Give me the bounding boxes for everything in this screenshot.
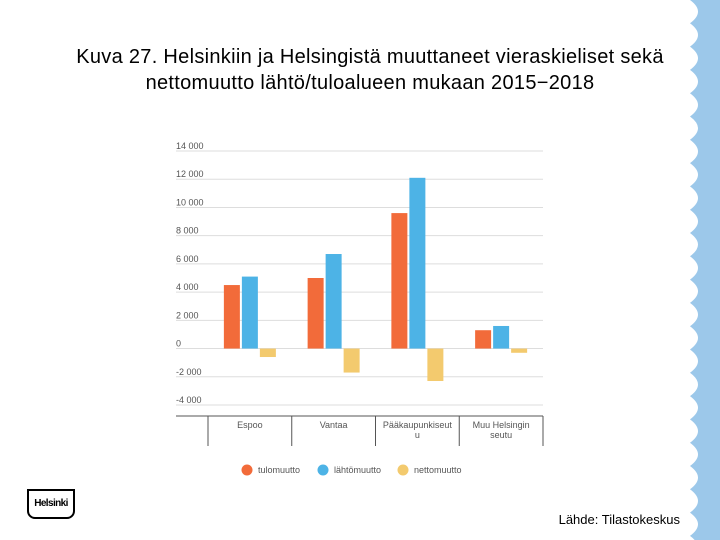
helsinki-logo: Helsinki xyxy=(27,489,75,519)
bar-nettomuutto xyxy=(259,348,276,358)
legend-swatch-nettomuutto xyxy=(397,464,409,476)
y-tick-label: -2 000 xyxy=(176,367,202,377)
slide-title: Kuva 27. Helsinkiin ja Helsingistä muutt… xyxy=(76,46,664,94)
source-note: Lähde: Tilastokeskus xyxy=(558,512,680,527)
y-tick-label: 6 000 xyxy=(176,254,199,264)
category-label: Pääkaupunkiseut xyxy=(383,420,453,430)
y-tick-label: 0 xyxy=(176,339,181,349)
y-tick-label: -4 000 xyxy=(176,395,202,405)
y-tick-label: 12 000 xyxy=(176,169,204,179)
legend-label-lähtömuutto: lähtömuutto xyxy=(334,465,381,475)
legend-label-tulomuutto: tulomuutto xyxy=(258,465,300,475)
bar-nettomuutto xyxy=(343,348,360,373)
bar-tulomuutto xyxy=(391,213,408,349)
bar-nettomuutto xyxy=(427,348,444,382)
scalloped-border-decoration xyxy=(690,0,720,540)
category-label: Espoo xyxy=(237,420,263,430)
bar-lähtömuutto xyxy=(241,276,258,349)
legend-swatch-lähtömuutto xyxy=(317,464,329,476)
bar-tulomuutto xyxy=(307,278,324,349)
category-label: Vantaa xyxy=(320,420,348,430)
bar-lähtömuutto xyxy=(325,254,342,349)
bar-nettomuutto xyxy=(511,348,528,353)
y-tick-label: 10 000 xyxy=(176,197,204,207)
legend-swatch-tulomuutto xyxy=(241,464,253,476)
bar-tulomuutto xyxy=(475,330,492,349)
legend-label-nettomuutto: nettomuutto xyxy=(414,465,462,475)
y-tick-label: 8 000 xyxy=(176,226,199,236)
bar-lähtömuutto xyxy=(409,177,426,349)
category-label: Muu Helsingin xyxy=(473,420,530,430)
category-label: seutu xyxy=(490,430,512,440)
y-tick-label: 14 000 xyxy=(176,141,204,151)
bar-tulomuutto xyxy=(223,285,240,349)
category-label: u xyxy=(415,430,420,440)
bar-lähtömuutto xyxy=(493,325,510,349)
y-tick-label: 2 000 xyxy=(176,310,199,320)
scalloped-edge xyxy=(690,0,720,540)
y-tick-label: 4 000 xyxy=(176,282,199,292)
